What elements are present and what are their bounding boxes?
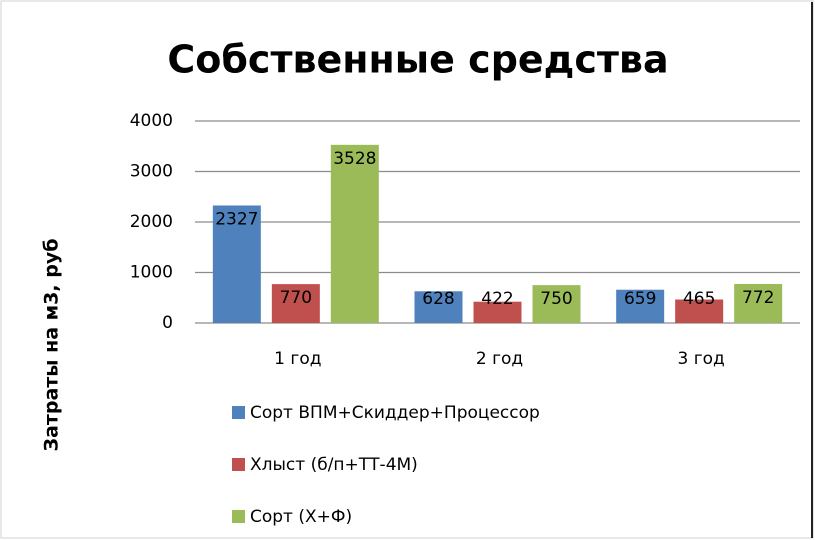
value-label: 628	[422, 289, 454, 309]
legend-label: Хлыст (б/п+ТТ-4М)	[250, 455, 418, 475]
value-label: 750	[540, 289, 572, 309]
value-label: 3528	[333, 149, 376, 169]
y-tick-label: 2000	[130, 212, 173, 232]
bar	[734, 284, 783, 323]
bar	[212, 205, 261, 323]
y-axis-label: Затраты на м3, руб	[41, 239, 63, 452]
y-tick-label: 0	[162, 313, 173, 333]
value-label: 2327	[215, 209, 258, 229]
bar	[330, 144, 379, 323]
y-tick-label: 4000	[130, 111, 173, 131]
bar	[271, 284, 320, 323]
legend-label: Сорт ВПМ+Скиддер+Процессор	[250, 403, 540, 423]
y-tick-label: 1000	[130, 263, 173, 283]
bar	[675, 299, 724, 323]
bar	[532, 285, 581, 323]
value-label: 772	[742, 288, 774, 308]
y-tick-label: 3000	[130, 162, 173, 182]
value-label: 659	[624, 289, 656, 309]
chart-title: Собственные средства	[167, 38, 668, 82]
value-label: 770	[280, 288, 312, 308]
legend-swatch	[232, 458, 245, 471]
bar	[414, 291, 463, 323]
bar	[473, 301, 522, 323]
x-tick-label: 1 год	[274, 349, 321, 369]
legend-label: Сорт (Х+Ф)	[250, 507, 352, 527]
legend-swatch	[232, 406, 245, 419]
x-tick-label: 3 год	[678, 349, 725, 369]
value-label: 465	[683, 289, 715, 309]
value-label: 422	[481, 289, 513, 309]
x-tick-label: 2 год	[476, 349, 523, 369]
bar	[616, 289, 665, 323]
legend-swatch	[232, 510, 245, 523]
